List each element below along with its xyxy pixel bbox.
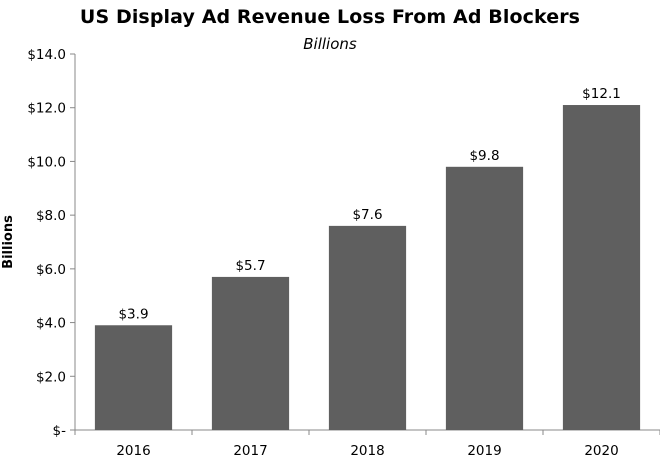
x-tick-label: 2017 [233,443,267,459]
bar-value-label: $9.8 [469,148,499,164]
y-tick-label: $4.0 [36,316,66,332]
bar-value-label: $7.6 [352,207,382,223]
y-tick-label: $6.0 [36,262,66,278]
y-axis-label: Billions [1,215,16,269]
bar-2017 [211,276,290,430]
bar-2019 [445,166,524,431]
bar-value-label: $5.7 [235,258,265,274]
bar-2018 [328,225,407,430]
x-tick-label: 2019 [467,443,501,459]
x-tick-label: 2016 [116,443,150,459]
y-tick-label: $2.0 [36,369,66,385]
y-tick-label: $- [53,423,67,439]
x-tick-label: 2018 [350,443,384,459]
y-tick-label: $12.0 [27,101,66,117]
y-tick-label: $8.0 [36,208,66,224]
bar-value-label: $12.1 [582,86,621,102]
bar-2016 [94,325,173,430]
y-tick-label: $10.0 [27,154,66,170]
y-tick-label: $14.0 [27,47,66,63]
chart-title: US Display Ad Revenue Loss From Ad Block… [79,6,581,28]
x-tick-label: 2020 [584,443,618,459]
bar-value-label: $3.9 [118,306,148,322]
chart-subtitle: Billions [303,35,357,53]
bar-2020 [562,105,641,431]
